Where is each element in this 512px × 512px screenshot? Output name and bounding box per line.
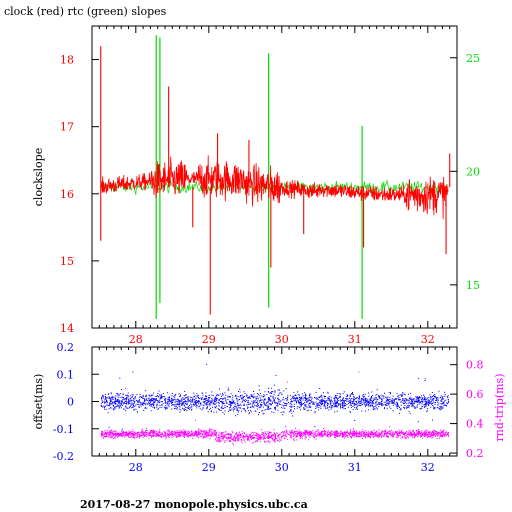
y-tick-label: 14 [60,322,74,335]
y-tick-label: 17 [60,121,74,134]
roundtrip-points [100,371,450,446]
x-tick-label: 32 [421,333,435,346]
y2-tick-label: 0.6 [466,388,484,401]
footer-date-host: 2017-08-27 monopole.physics.ubc.ca [80,498,308,511]
x-tick-label: 31 [348,333,362,346]
y-tick-label: 0 [67,396,74,409]
x-tick-label: 30 [275,461,289,474]
y2-axis-label: rnd-trip(ms) [493,374,506,442]
y-tick-label: -0.2 [53,450,74,463]
x-tick-label: 28 [129,333,143,346]
y2-tick-label: 0.4 [466,418,484,431]
clock-series [100,155,449,220]
y-axis-label: offset(ms) [32,374,45,430]
x-tick-label: 31 [348,461,362,474]
x-tick-label: 28 [129,461,143,474]
y-tick-label: -0.1 [53,423,74,436]
x-tick-label: 30 [275,333,289,346]
chart-title: clock (red) rtc (green) slopes [4,5,167,18]
y-tick-label: 18 [60,54,74,67]
x-tick-label: 29 [202,461,216,474]
offset-roundtrip-panel: 28 29 30 31 32 -0.2 -0.1 0 0.1 0.2 0.2 0.4 0.6 0.8 off… [32,341,506,474]
x-tick-label: 29 [202,333,216,346]
offset-points [100,363,450,436]
y-tick-label: 0.1 [57,368,75,381]
clock-slope-panel: 28 29 30 31 32 14 15 16 17 18 15 20 25 clockslope [32,25,480,346]
y2-tick-label: 20 [466,165,480,178]
y2-tick-label: 15 [466,279,480,292]
y2-tick-label: 25 [466,52,480,65]
y2-tick-label: 0.2 [466,447,484,460]
y2-tick-label: 0.8 [466,359,484,372]
y-tick-label: 0.2 [57,341,75,354]
y-tick-label: 16 [60,188,74,201]
x-tick-label: 32 [421,461,435,474]
y-tick-label: 15 [60,255,74,268]
y-axis-label: clockslope [32,148,45,206]
